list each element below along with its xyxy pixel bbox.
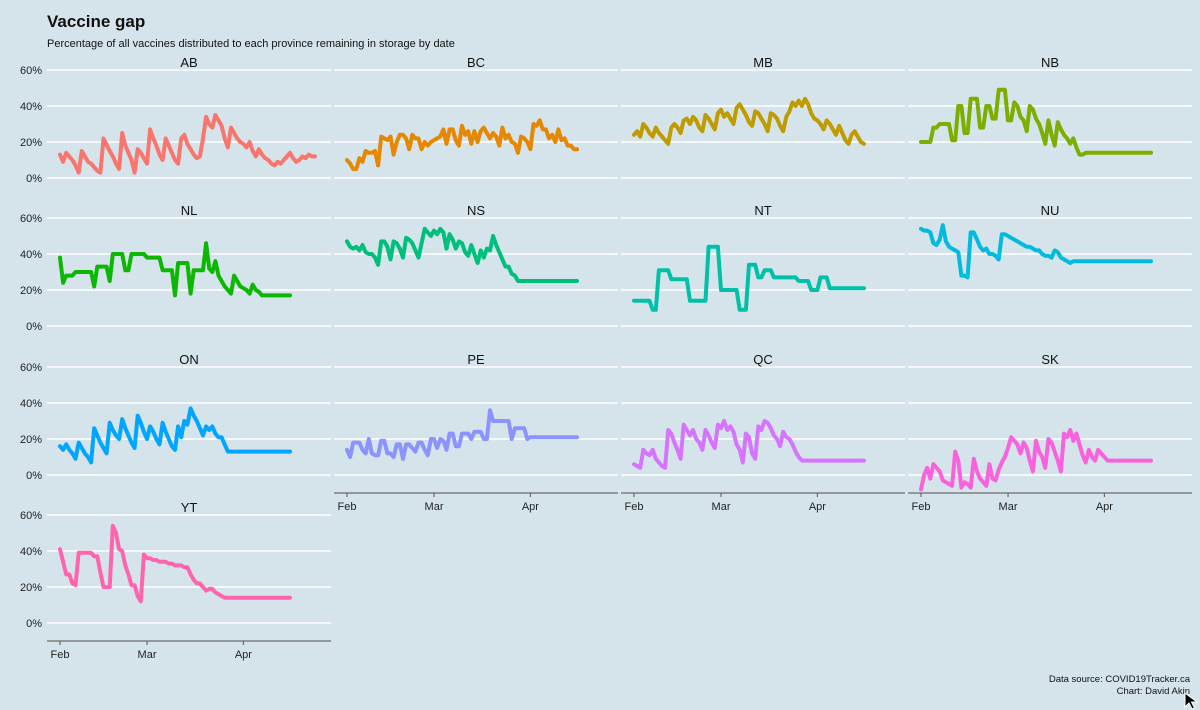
panel-nu: NU [908,203,1192,327]
y-tick-label: 60% [20,362,42,374]
panel-label: BC [467,55,485,70]
panel-label: SK [1041,352,1059,367]
panel-nl: 0% 20% 40% 60% NL [20,203,331,333]
caption-author: Chart: David Akin [1117,686,1190,697]
series-line-nt [632,244,866,312]
y-tick-label: 20% [20,434,42,446]
x-tick-label: Mar [712,501,731,513]
series-line-mb [632,96,866,146]
y-tick-label: 0% [26,470,42,482]
panel-label: MB [753,55,773,70]
panel-label: NS [467,203,485,218]
panel-label: YT [181,500,198,515]
panel-mb: MB [621,55,905,179]
series-line-on [58,406,292,465]
x-tick-label: Feb [912,501,931,513]
series-line-pe [345,408,579,461]
chart-subtitle: Percentage of all vaccines distributed t… [47,38,455,50]
y-tick-label: 60% [20,213,42,225]
series-line-nb [919,87,1153,157]
x-tick-label: Apr [522,501,539,513]
panel-label: NT [754,203,771,218]
panel-sk: SK Feb Mar Apr [908,352,1192,513]
panel-bc: BC [334,55,618,179]
x-tick-label: Mar [425,501,444,513]
x-tick-label: Mar [138,649,157,661]
y-tick-label: 0% [26,321,42,333]
panel-label: AB [180,55,197,70]
y-tick-label: 60% [20,510,42,522]
x-tick-label: Feb [625,501,644,513]
panel-label: NB [1041,55,1059,70]
panel-label: QC [753,352,773,367]
panel-label: NL [181,203,198,218]
series-line-qc [632,419,866,470]
panel-on: 0% 20% 40% 60% ON [20,352,331,482]
x-tick-label: Apr [809,501,826,513]
x-tick-label: Feb [51,649,70,661]
y-tick-label: 20% [20,137,42,149]
x-tick-label: Apr [1096,501,1113,513]
panel-ns: NS [334,203,618,327]
y-tick-label: 0% [26,173,42,185]
series-line-bc [345,118,579,171]
series-line-ab [58,113,317,175]
panel-nb: NB [908,55,1192,179]
series-line-ns [345,226,579,283]
chart-title: Vaccine gap [47,12,145,31]
y-tick-label: 40% [20,101,42,113]
series-line-yt [58,523,292,604]
series-line-nl [58,241,292,298]
series-line-sk [919,428,1153,492]
panel-label: ON [179,352,199,367]
panel-ab: 0% 20% 40% 60% AB [20,55,331,185]
mouse-cursor-icon [1184,692,1199,710]
panel-yt: 0% 20% 40% 60% YT Feb Mar Apr [20,500,331,661]
panel-nt: NT [621,203,905,327]
x-tick-label: Feb [338,501,357,513]
x-tick-label: Mar [999,501,1018,513]
caption-source: Data source: COVID19Tracker.ca [1049,674,1191,685]
y-tick-label: 20% [20,582,42,594]
y-tick-label: 40% [20,249,42,261]
panel-pe: PE Feb Mar Apr [334,352,618,513]
panel-label: PE [467,352,485,367]
y-tick-label: 40% [20,546,42,558]
y-tick-label: 60% [20,65,42,77]
series-line-nu [919,223,1153,280]
y-tick-label: 20% [20,285,42,297]
panel-qc: QC Feb Mar Apr [621,352,905,513]
y-tick-label: 0% [26,618,42,630]
y-tick-label: 40% [20,398,42,410]
x-tick-label: Apr [235,649,252,661]
panel-label: NU [1041,203,1060,218]
